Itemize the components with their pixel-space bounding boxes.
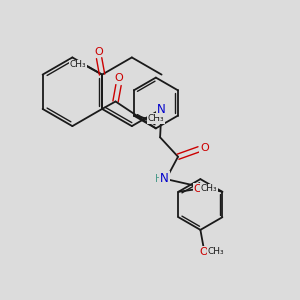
Text: H: H (155, 173, 163, 184)
Text: O: O (95, 46, 103, 57)
Text: O: O (200, 247, 208, 257)
Text: O: O (194, 184, 202, 194)
Text: CH₃: CH₃ (208, 247, 224, 256)
Text: CH₃: CH₃ (70, 60, 86, 69)
Text: N: N (160, 172, 169, 185)
Text: CH₃: CH₃ (201, 184, 217, 193)
Text: N: N (157, 103, 166, 116)
Text: O: O (200, 143, 209, 153)
Text: O: O (114, 74, 123, 83)
Text: CH₃: CH₃ (147, 114, 164, 123)
